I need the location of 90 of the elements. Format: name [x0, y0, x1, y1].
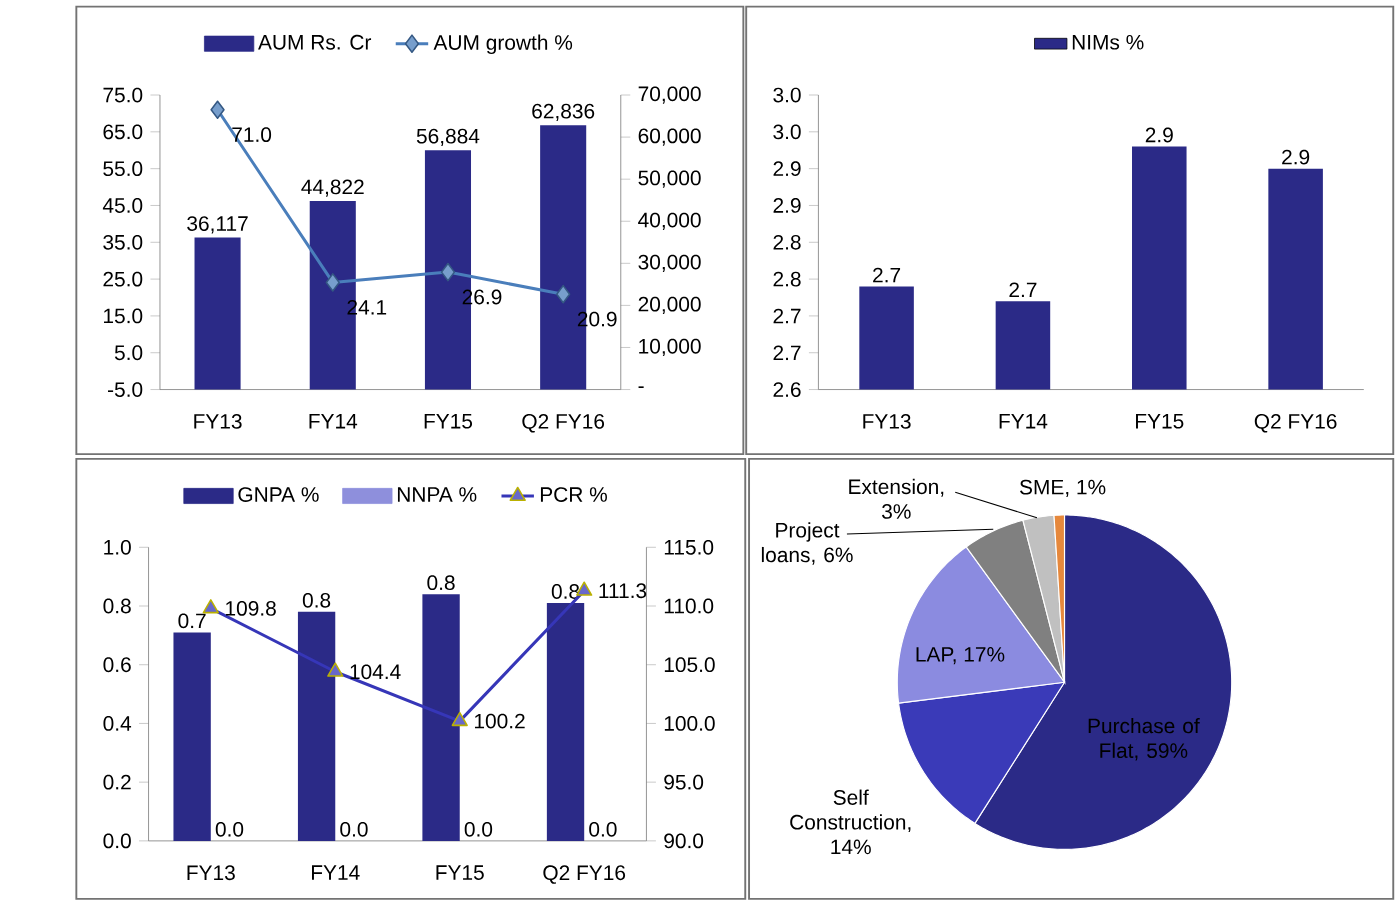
y-tick-label: 2.9 — [773, 161, 801, 177]
slice-label: LAP, 17% — [916, 647, 1005, 665]
y-tick-label: 65.0 — [103, 124, 143, 140]
y-tick-label: 0.4 — [103, 716, 132, 731]
y-tick-label: 0.0 — [103, 833, 131, 849]
slice-label: SME, 1% — [1019, 479, 1106, 498]
y-tick-label: 5.0 — [114, 345, 143, 361]
y2-tick-label: 115.0 — [664, 540, 714, 555]
bar — [297, 612, 336, 842]
data-label: 2.7 — [873, 267, 901, 283]
data-label: 2.7 — [1009, 282, 1037, 298]
data-label: 0.0 — [464, 822, 493, 837]
data-label: 100.2 — [474, 713, 525, 729]
y-tick-label: 1.0 — [104, 540, 131, 555]
x-tick-label: FY15 — [436, 865, 484, 881]
point — [556, 285, 571, 304]
y2-tick-label: - — [638, 386, 644, 389]
y-tick-label: 25.0 — [103, 271, 143, 287]
y-tick-label: 2.7 — [773, 308, 801, 324]
x-tick-label: FY13 — [187, 865, 235, 881]
data-label: 0.7 — [178, 613, 206, 629]
y-tick-label: 2.8 — [773, 271, 801, 287]
data-label: 36,117 — [187, 216, 248, 234]
data-label: 2.9 — [1145, 127, 1173, 143]
y-tick-label: 55.0 — [103, 161, 143, 177]
y-tick-label: -5.0 — [108, 382, 143, 398]
legend-label: NIMs % — [1072, 35, 1144, 50]
slice-label: Self Construction, 14% — [790, 789, 911, 855]
y2-tick-label: 70,000 — [638, 86, 701, 104]
data-label: 0.0 — [589, 822, 617, 837]
data-label: 111.3 — [599, 583, 647, 599]
point — [210, 100, 225, 120]
slice-label: Extension, 3% — [849, 478, 944, 520]
y2-tick-label: 105.0 — [664, 657, 715, 673]
data-label: 0.8 — [427, 575, 455, 591]
data-label: 2.9 — [1282, 149, 1310, 165]
data-label: 0.0 — [215, 822, 244, 837]
bar — [422, 594, 460, 842]
point — [440, 262, 456, 282]
slice-label: Project loans, 6% — [761, 522, 853, 565]
y2-tick-label: 50,000 — [638, 170, 701, 188]
y-tick-label: 75.0 — [103, 87, 143, 103]
point — [325, 273, 340, 292]
y2-tick-label: 10,000 — [639, 339, 701, 357]
y-tick-label: 45.0 — [102, 198, 143, 214]
y-tick-label: 0.8 — [103, 598, 131, 614]
y-tick-label: 3.0 — [773, 87, 801, 103]
slice-label: Purchase of Flat, 59% — [1088, 718, 1200, 761]
y2-tick-label: 100.0 — [664, 716, 715, 731]
y-tick-label: 15.0 — [104, 308, 143, 324]
y2-tick-label: 20,000 — [638, 296, 701, 315]
y-tick-label: 35.0 — [103, 235, 143, 250]
data-label: 62,836 — [532, 103, 595, 122]
x-tick-label: FY13 — [863, 414, 911, 429]
y-tick-label: 2.9 — [773, 198, 801, 214]
bar — [546, 603, 585, 842]
legend-label: PCR % — [540, 487, 607, 503]
y-tick-label: 2.8 — [773, 235, 801, 250]
y2-tick-label: 30,000 — [638, 254, 701, 273]
x-tick-label: FY15 — [1136, 414, 1184, 429]
y-tick-label: 0.6 — [103, 657, 131, 673]
y-tick-label: 3.0 — [773, 124, 801, 140]
y2-tick-label: 110.0 — [664, 598, 714, 614]
x-tick-label: Q2 FY16 — [543, 865, 626, 885]
data-label: 56,884 — [416, 128, 480, 147]
bar — [173, 632, 211, 842]
x-tick-label: FY14 — [309, 414, 358, 429]
x-tick-label: FY13 — [194, 414, 242, 429]
y2-tick-label: 90.0 — [664, 833, 704, 849]
data-label: 104.4 — [350, 664, 401, 680]
legend-label: AUM growth % — [433, 34, 573, 55]
y-tick-label: 2.7 — [773, 345, 801, 361]
legend-label: AUM Rs. Cr — [258, 35, 372, 50]
data-label: 0.8 — [302, 593, 331, 608]
y2-tick-label: 40,000 — [638, 212, 701, 231]
data-label: 0.0 — [340, 822, 368, 837]
data-label: 109.8 — [226, 601, 276, 616]
y-tick-label: 0.2 — [103, 774, 131, 790]
x-tick-label: FY15 — [424, 414, 473, 429]
bar — [194, 237, 241, 390]
legend-label: GNPA % — [238, 487, 319, 503]
x-tick-label: FY14 — [999, 414, 1048, 429]
x-tick-label: FY14 — [312, 865, 360, 880]
data-label: 44,822 — [301, 179, 364, 197]
legend-label: NNPA % — [397, 487, 477, 502]
y2-tick-label: 95.0 — [664, 774, 704, 790]
x-tick-label: Q2 FY16 — [1254, 414, 1337, 433]
y2-tick-label: 60,000 — [638, 128, 701, 146]
y-tick-label: 2.6 — [773, 382, 801, 398]
x-tick-label: Q2 FY16 — [522, 414, 605, 433]
